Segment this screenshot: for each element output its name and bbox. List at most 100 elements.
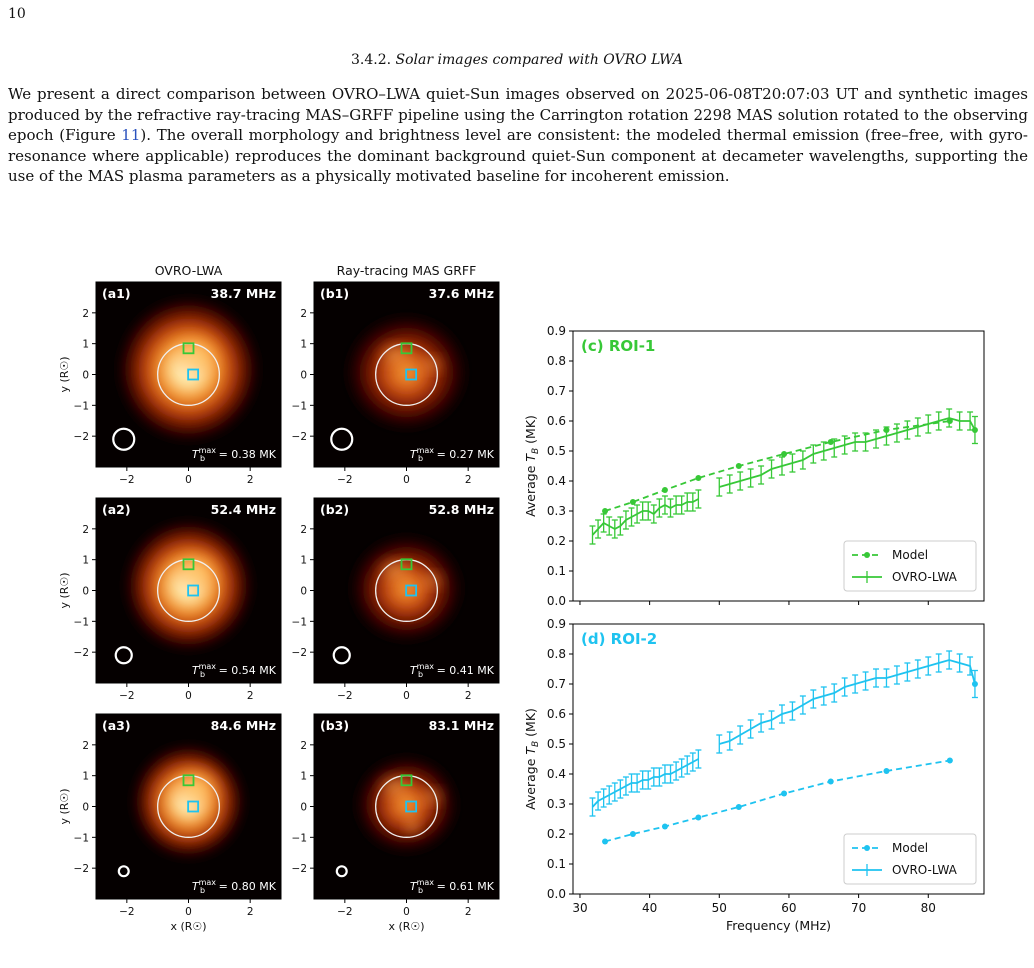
y-tick-label: 0 (82, 370, 89, 382)
beam-ellipse (114, 646, 133, 665)
y-tick-label: 2 (300, 308, 307, 320)
y-axis-label-sub: B (531, 448, 541, 454)
y-tick-label: −2 (74, 647, 89, 659)
y-tick-label: 0.4 (547, 767, 566, 781)
tb-max-label: Tmax b = 0.27 MK (410, 446, 495, 463)
legend-model-label: Model (892, 548, 928, 562)
y-tick-label: −2 (292, 647, 307, 659)
bright-region (418, 785, 447, 808)
y-tick-label: 0.6 (547, 414, 566, 428)
x-tick-label: −2 (119, 906, 134, 918)
y-tick-label: 0.8 (547, 647, 566, 661)
panel-frequency: 84.6 MHz (211, 718, 276, 733)
section-heading: 3.4.2. Solar images compared with OVRO L… (0, 52, 1034, 68)
bright-region (376, 556, 413, 585)
y-axis-label-sub: B (531, 741, 541, 747)
panel-label: (b1) (320, 286, 349, 301)
x-tick-label: −2 (337, 906, 352, 918)
y-tick-label: 0.7 (547, 384, 566, 398)
x-tick-label: 2 (247, 906, 254, 918)
x-tick-label: 0 (403, 690, 410, 702)
tb-superscript: max (199, 446, 217, 455)
y-tick-label: −2 (292, 431, 307, 443)
tb-value: = 0.61 MK (433, 880, 495, 893)
legend-box (843, 833, 977, 885)
tb-subscript: b (418, 886, 423, 895)
y-tick-label: −1 (74, 400, 89, 412)
x-tick-label: 2 (465, 474, 472, 486)
model-point (661, 823, 668, 830)
model-point (946, 757, 953, 764)
bright-region (376, 772, 413, 801)
y-tick-label: 2 (300, 740, 307, 752)
y-tick-label: 1 (82, 339, 89, 351)
bright-region (401, 815, 424, 838)
x-tick-label: 70 (851, 901, 866, 915)
roi-2-box (187, 584, 200, 597)
y-tick-label: 0.0 (547, 594, 566, 608)
y-tick-label: 0.4 (547, 474, 566, 488)
chart-legend: Model OVRO-LWA (843, 540, 977, 592)
section-number: 3.4.2. (351, 52, 392, 68)
x-tick-label: −2 (337, 474, 352, 486)
obs-point (971, 427, 978, 433)
x-tick-label: −2 (119, 474, 134, 486)
page-number: 10 (8, 6, 26, 22)
x-axis-label: x (R☉) (388, 920, 424, 933)
tb-value: = 0.54 MK (215, 664, 277, 677)
obs-line (591, 498, 699, 536)
model-point (781, 451, 788, 457)
bright-region (168, 547, 225, 598)
image-panel-a1: (a1) 38.7 MHz Tmax b = 0.38 MK −2 −1 0 1 2 −2 0 2 y … (58, 281, 282, 486)
x-tick-label: 2 (247, 690, 254, 702)
panel-image (114, 522, 251, 665)
image-panel-a3: (a3) 84.6 MHz Tmax b = 0.80 MK −2 −1 0 1 2 −2 0 2 y … (58, 713, 282, 933)
paragraph-text-1: We present a direct comparison between O… (8, 85, 1028, 144)
model-point (695, 814, 702, 821)
y-axis-label: y (R☉) (58, 572, 71, 608)
model-point (695, 475, 702, 481)
tb-max-label: Tmax b = 0.54 MK (192, 662, 277, 679)
panel-image (330, 316, 466, 451)
panel-frequency: 83.1 MHz (429, 718, 494, 733)
y-tick-label: 0.3 (547, 797, 566, 811)
image-panels: OVRO-LWA Ray-tracing MAS GRFF (a1) 38.7 MHz… (58, 263, 500, 933)
tb-symbol: T (192, 880, 200, 893)
bright-region (168, 763, 225, 814)
figure-11: OVRO-LWA Ray-tracing MAS GRFF (a1) 38.7 MHz… (58, 263, 985, 933)
x-tick-label: 2 (465, 906, 472, 918)
panel-frequency: 38.7 MHz (211, 286, 276, 301)
figure-reference-link[interactable]: 11 (121, 126, 141, 144)
model-point (781, 790, 788, 797)
obs-line (719, 417, 976, 488)
model-point (827, 439, 834, 445)
panel-image (112, 300, 257, 451)
y-tick-label: 0.5 (547, 737, 566, 751)
y-tick-label: 1 (82, 771, 89, 783)
roi-1-box (182, 342, 195, 355)
model-point (629, 831, 636, 837)
tb-superscript: max (417, 446, 435, 455)
y-tick-label: 2 (300, 524, 307, 536)
x-tick-label: 0 (403, 906, 410, 918)
roi-2-box (187, 368, 200, 381)
model-point (661, 487, 668, 493)
roi-1-box (400, 342, 413, 355)
column-title: OVRO-LWA (155, 263, 223, 278)
y-axis-label: Average TB (MK) (523, 415, 541, 517)
tb-subscript: b (200, 886, 205, 895)
y-tick-label: 2 (82, 740, 89, 752)
roi-chart-1: 0.0 0.1 0.2 0.3 0.4 0.5 0.6 0.7 0.8 0.9 Average TB… (523, 324, 985, 608)
panel-frequency: 52.4 MHz (211, 502, 276, 517)
y-tick-label: −1 (74, 832, 89, 844)
x-tick-label: 40 (642, 901, 657, 915)
model-point (827, 778, 834, 785)
roi-1-box (182, 774, 195, 787)
y-tick-label: 0 (82, 802, 89, 814)
x-tick-label: 0 (185, 690, 192, 702)
model-point (735, 463, 742, 469)
model-point (883, 768, 890, 774)
x-tick-label: 0 (185, 906, 192, 918)
y-tick-label: 0 (300, 586, 307, 598)
tb-symbol: T (192, 664, 200, 677)
